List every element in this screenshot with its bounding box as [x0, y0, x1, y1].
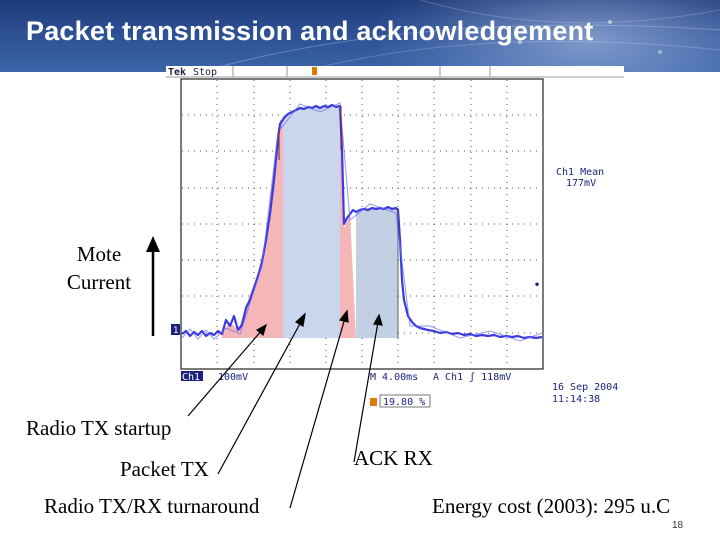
- scope-top-bar: [166, 66, 624, 78]
- svg-text:1: 1: [173, 326, 178, 336]
- mote-current-label: Mote Current: [54, 240, 144, 296]
- ch1-mean-label: Ch1 Mean: [556, 167, 604, 178]
- ack-rx-label: ACK RX: [354, 446, 433, 470]
- radio-turnaround-label: Radio TX/RX turnaround: [44, 494, 260, 518]
- slide-title: Packet transmission and acknowledgement: [26, 16, 594, 46]
- mote-label-line2: Current: [66, 270, 132, 294]
- ground-marker-icon: [171, 324, 180, 335]
- current-trace: [181, 103, 543, 340]
- trigger-setting: A Ch1 ʃ 118mV: [433, 372, 511, 383]
- current-trace-noise: [181, 102, 543, 342]
- energy-cost-label: Energy cost (2003): 295 u.C: [432, 494, 671, 518]
- scope-brand: Tek: [168, 67, 186, 78]
- scope-date: 16 Sep 2004: [552, 382, 618, 393]
- ch1-scale-channel: Ch1: [182, 372, 200, 383]
- packet-tx-label: Packet TX: [120, 457, 209, 481]
- timebase: M 4.00ms: [370, 372, 418, 383]
- top-cursor-marker-icon: [312, 67, 317, 75]
- cursor-percent-icon: [370, 398, 377, 406]
- radio-tx-startup-label: Radio TX startup: [26, 416, 172, 440]
- ack-rx-region: [356, 208, 398, 338]
- ch1-scale-value: 100mV: [218, 372, 248, 383]
- scope-time: 11:14:38: [552, 394, 600, 405]
- ch1-badge: [181, 371, 203, 381]
- title-glow: [380, 0, 720, 72]
- annotation-arrows: [187, 309, 383, 509]
- turnaround-region: [340, 108, 356, 338]
- mote-label-line1: Mote: [76, 242, 122, 266]
- radio-tx-startup-region: [222, 120, 283, 338]
- ch1-mean-value: 177mV: [566, 178, 596, 189]
- scope-state: Stop: [193, 67, 217, 78]
- packet-tx-region: [283, 107, 340, 338]
- cursor-percent: 19.80 %: [383, 397, 425, 408]
- svg-text:•: •: [534, 280, 540, 291]
- slide-number: 18: [672, 520, 684, 531]
- title-decoration: [199, 0, 720, 72]
- title-bar: Packet transmission and acknowledgement: [0, 0, 720, 72]
